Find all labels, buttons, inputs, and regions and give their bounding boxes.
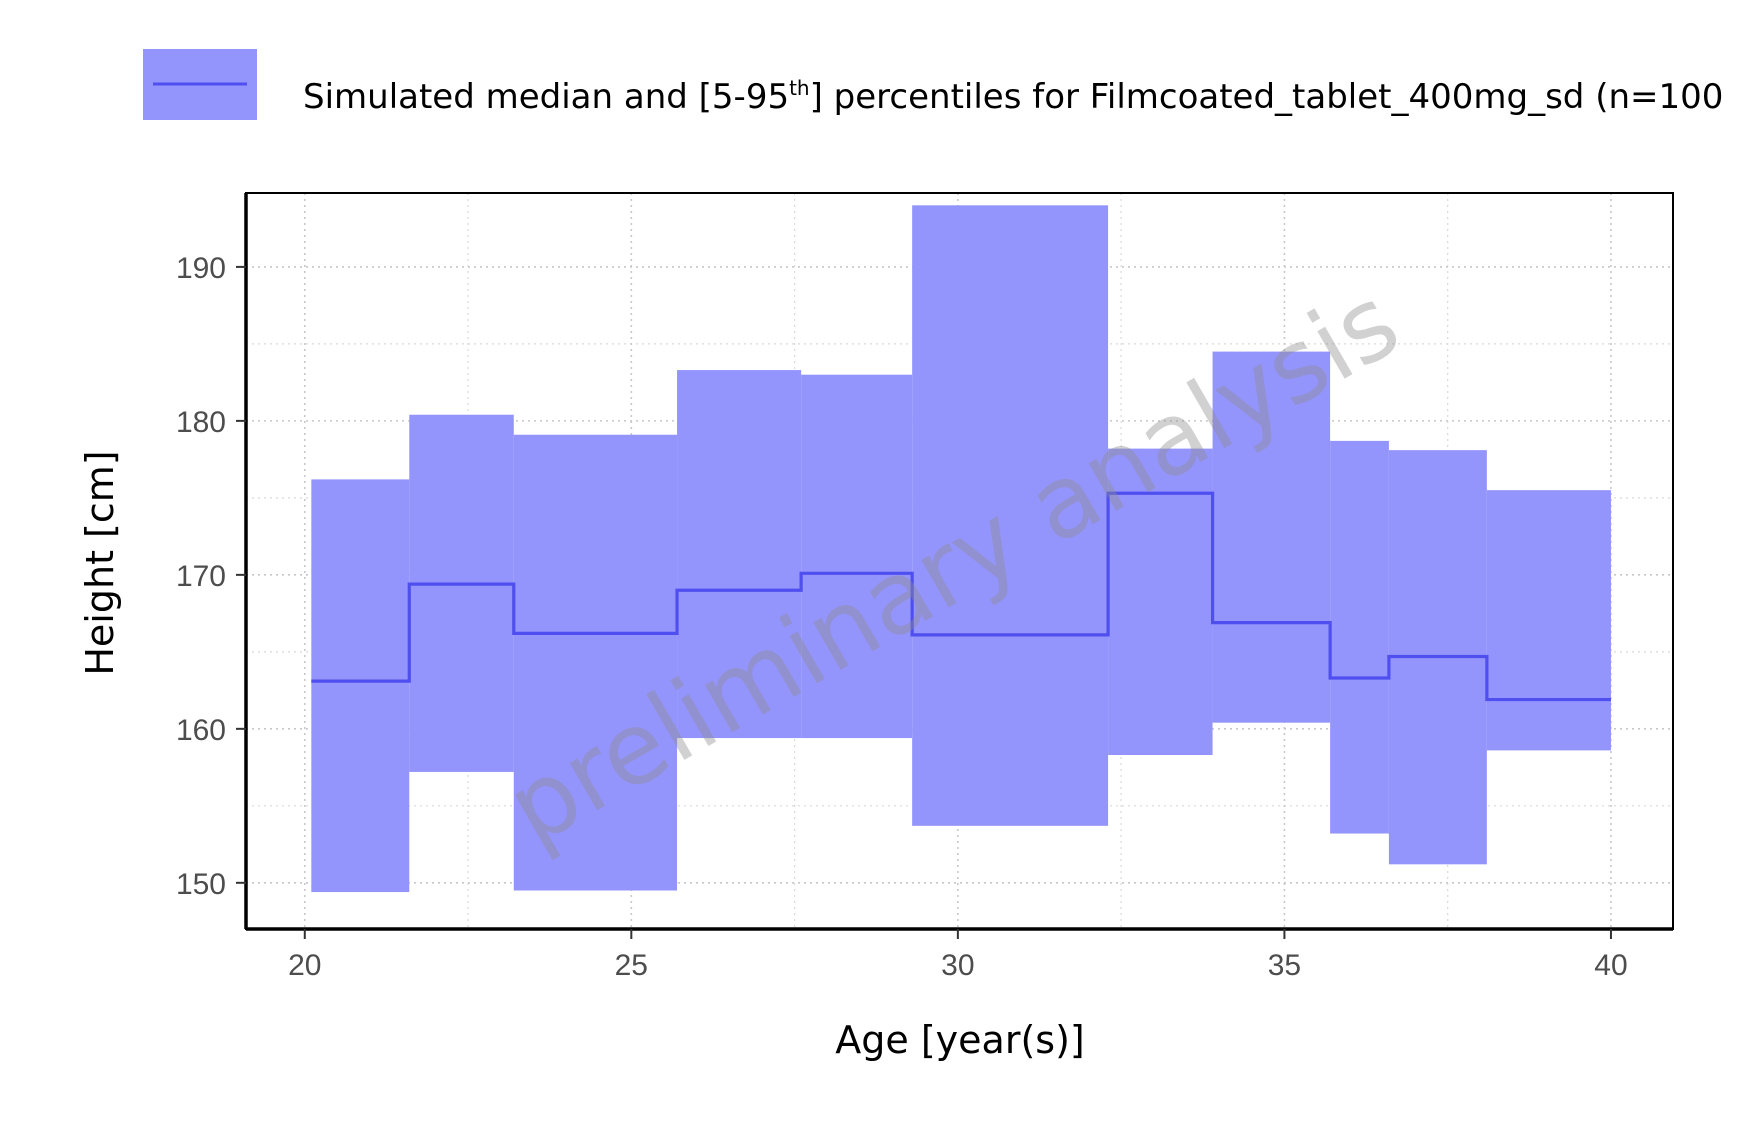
- y-tick-label: 150: [176, 868, 226, 901]
- y-tick-label: 170: [176, 560, 226, 593]
- median-line: [311, 491, 1611, 702]
- percentile-band: [311, 205, 1611, 893]
- x-axis-title: Age [year(s)]: [835, 1018, 1084, 1062]
- percentile-band-bin: [677, 370, 802, 739]
- x-tick-label: 35: [1268, 949, 1301, 982]
- y-axis-title: Height [cm]: [78, 450, 122, 675]
- x-tick-label: 25: [615, 949, 648, 982]
- x-tick-label: 40: [1594, 949, 1627, 982]
- legend-label: Simulated median and [5-95th] percentile…: [303, 76, 1723, 117]
- percentile-band-bin: [1330, 440, 1389, 834]
- percentile-band-bin: [1108, 448, 1213, 756]
- percentile-band-bin: [311, 479, 410, 893]
- percentile-band-bin: [912, 205, 1109, 826]
- y-tick-label: 190: [176, 252, 226, 285]
- legend: Simulated median and [5-95th] percentile…: [143, 49, 1723, 120]
- x-tick-label: 20: [288, 949, 321, 982]
- percentile-band-bin: [801, 374, 913, 739]
- percentile-band-bin: [1212, 351, 1331, 723]
- y-tick-label: 180: [176, 406, 226, 439]
- median-line-layer: [311, 491, 1611, 702]
- percentile-band-bin: [1486, 490, 1611, 751]
- y-tick-label: 160: [176, 714, 226, 747]
- x-tick-label: 30: [941, 949, 974, 982]
- y-axis: 150 160 170 180 190: [176, 252, 246, 901]
- percentile-band-bin: [409, 414, 514, 772]
- percentile-band-bin: [513, 434, 678, 891]
- x-axis: 20 25 30 35 40: [288, 929, 1628, 982]
